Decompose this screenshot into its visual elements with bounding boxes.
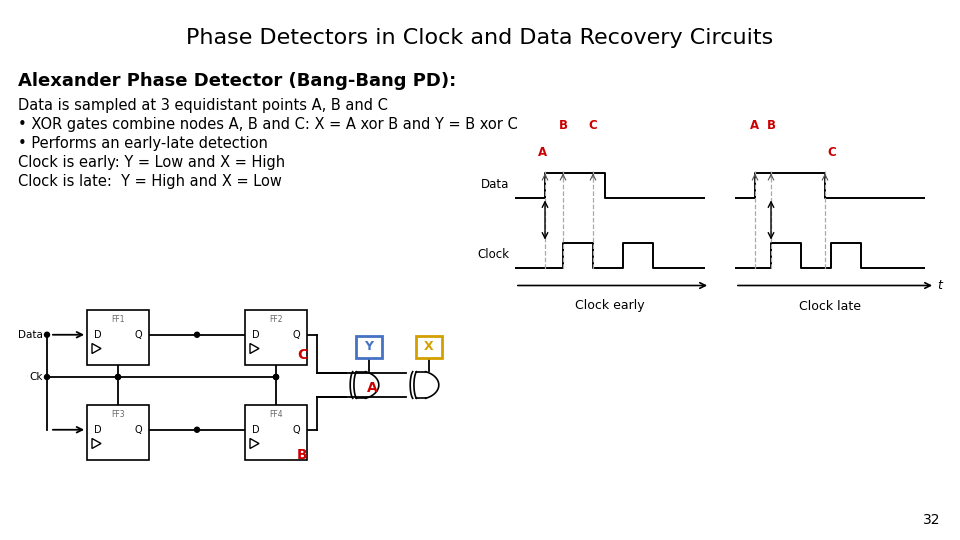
Circle shape [195,427,200,432]
Text: B: B [559,119,567,132]
Text: t: t [937,279,942,292]
Text: C: C [588,119,597,132]
FancyBboxPatch shape [245,310,307,365]
Text: Alexander Phase Detector (Bang-Bang PD):: Alexander Phase Detector (Bang-Bang PD): [18,72,456,90]
Text: FF4: FF4 [269,410,283,419]
Text: Q: Q [293,330,300,340]
Text: FF2: FF2 [269,315,283,324]
Text: • XOR gates combine nodes A, B and C: X = A xor B and Y = B xor C: • XOR gates combine nodes A, B and C: X … [18,117,517,132]
Text: Clock: Clock [477,248,509,261]
Text: B: B [297,448,307,462]
Text: Clock early: Clock early [575,300,645,313]
Text: A: A [367,381,377,395]
Text: Data: Data [18,330,43,340]
Text: Clock is late:  Y = High and X = Low: Clock is late: Y = High and X = Low [18,174,282,189]
FancyBboxPatch shape [356,336,382,358]
FancyBboxPatch shape [416,336,442,358]
FancyBboxPatch shape [87,310,149,365]
Circle shape [274,375,278,380]
Text: D: D [252,330,259,340]
Text: 32: 32 [923,513,940,527]
Text: B: B [766,119,776,132]
FancyBboxPatch shape [245,405,307,460]
Text: C: C [297,348,307,362]
Text: FF3: FF3 [111,410,125,419]
Text: Data is sampled at 3 equidistant points A, B and C: Data is sampled at 3 equidistant points … [18,98,388,113]
Circle shape [115,375,121,380]
Text: FF1: FF1 [111,315,125,324]
Text: D: D [94,330,102,340]
Circle shape [44,332,50,338]
Text: Clock is early: Y = Low and X = High: Clock is early: Y = Low and X = High [18,155,285,170]
Text: Y: Y [365,341,373,354]
Text: A: A [539,145,547,159]
Text: C: C [827,145,836,159]
Text: A: A [751,119,759,132]
Text: D: D [252,425,259,435]
Text: Phase Detectors in Clock and Data Recovery Circuits: Phase Detectors in Clock and Data Recove… [186,28,774,48]
Circle shape [195,332,200,338]
Circle shape [115,375,121,380]
Text: Ck: Ck [30,372,43,382]
Text: Data: Data [481,179,509,192]
Text: Q: Q [293,425,300,435]
Text: Q: Q [134,330,142,340]
FancyBboxPatch shape [87,405,149,460]
Circle shape [44,375,50,380]
Text: D: D [94,425,102,435]
Text: • Performs an early-late detection: • Performs an early-late detection [18,136,268,151]
Circle shape [274,375,278,380]
Text: Clock late: Clock late [799,300,861,313]
Text: Q: Q [134,425,142,435]
Text: X: X [424,341,434,354]
